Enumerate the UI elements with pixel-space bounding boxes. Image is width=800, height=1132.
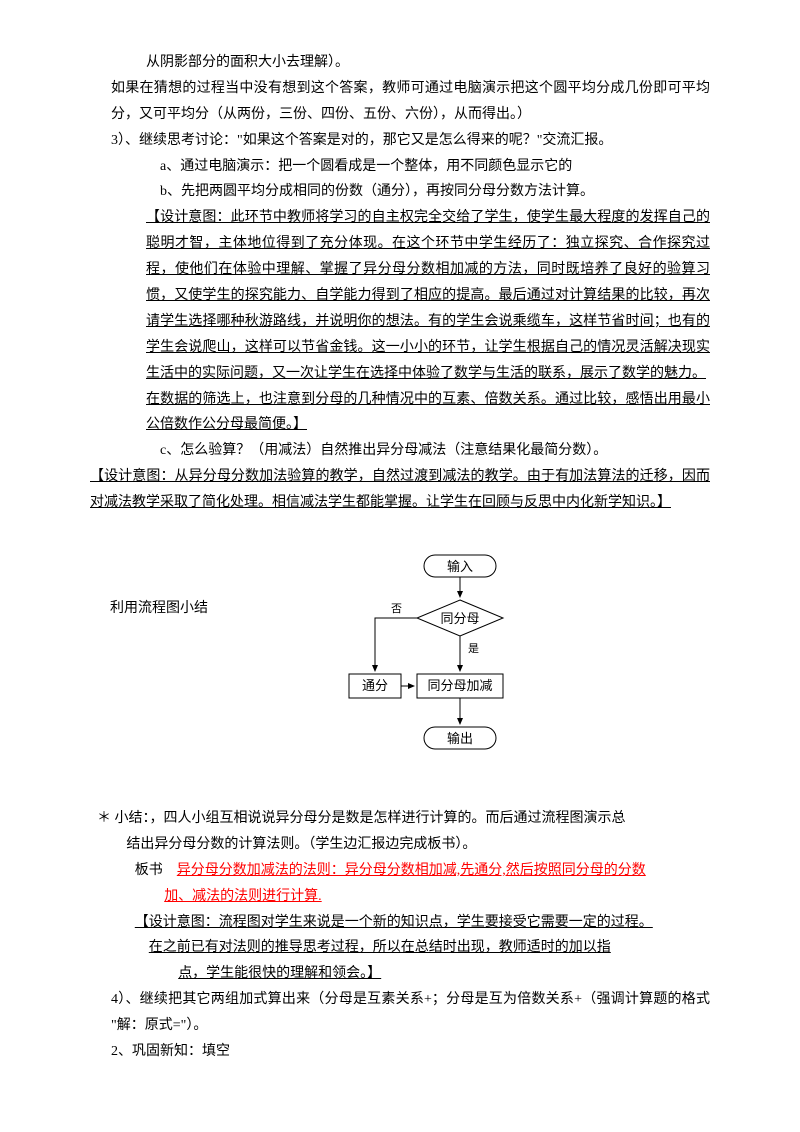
svg-text:通分: 通分 [362,678,388,693]
summary-line-b: 结出异分母分数的计算法则。（学生边汇报边完成板书）。 [90,832,710,858]
svg-text:输出: 输出 [447,731,473,746]
node-input: 输入 [424,555,496,577]
line-consolidate: 2、巩固新知：填空 [90,1039,710,1065]
summary-line-a: ＊ 小结：，四人小组互相说说异分母分是数是怎样进行计算的。而后通过流程图演示总 [90,806,710,832]
design-intent-2: 【设计意图：从异分母分数加法验算的教学，自然过渡到减法的教学。由于有加法算法的迁… [90,464,710,516]
svg-text:同分母加减: 同分母加减 [427,678,492,693]
design-intent-3a: 【设计意图：流程图对学生来说是一个新的知识点，学生要接受它需要一定的过程。 [90,910,710,936]
flowchart-title: 利用流程图小结 [110,596,208,622]
svg-text:输入: 输入 [447,559,473,574]
line-a: a、通过电脑演示：把一个圆看成是一个整体，用不同颜色显示它的 [90,154,710,180]
node-output: 输出 [424,727,496,749]
flowchart-svg: 输入 同分母 是 否 通分 同分母加减 [305,546,605,776]
banshu-label: 板书 [135,863,163,878]
design-intent-1b: 在数据的筛选上，也注意到分母的几种情况中的互素、倍数关系。通过比较，感悟出用最小… [90,387,710,439]
flowchart-section: 利用流程图小结 输入 同分母 是 [90,546,710,796]
banshu-text-1: 异分母分数加减法的法则：异分母分数相加减,先通分,然后按照同分母的分数 [177,863,646,878]
line-shadow: 从阴影部分的面积大小去理解）。 [90,50,710,76]
page-container: 从阴影部分的面积大小去理解）。 如果在猜想的过程当中没有想到这个答案，教师可通过… [0,0,800,1132]
design-intent-1: 【设计意图：此环节中教师将学习的自主权完全交给了学生，使学生最大程度的发挥自己的… [90,205,710,386]
label-no: 否 [391,603,402,615]
node-jiajian: 同分母加减 [417,674,503,698]
banshu-row: 板书 异分母分数加减法的法则：异分母分数相加减,先通分,然后按照同分母的分数 [90,858,710,884]
node-decision: 同分母 [417,600,503,636]
line-step4: 4）、继续把其它两组加式算出来（分母是互素关系+；分母是互为倍数关系+（强调计算… [90,987,710,1039]
svg-text:同分母: 同分母 [440,611,479,626]
line-b: b、先把两圆平均分成相同的份数（通分），再按同分母分数方法计算。 [90,179,710,205]
edge-decision-tongfen [375,618,417,671]
design-intent-3c: 点，学生能很快的理解和领会。】 [90,961,710,987]
line-guess: 如果在猜想的过程当中没有想到这个答案，教师可通过电脑演示把这个圆平均分成几份即可… [90,76,710,128]
design-intent-3b: 在之前已有对法则的推导思考过程，所以在总结时出现，教师适时的加以指 [90,935,710,961]
label-yes: 是 [468,642,479,655]
node-tongfen: 通分 [349,674,401,698]
line-c: c、怎么验算？（用减法）自然推出异分母减法（注意结果化最简分数）。 [90,438,710,464]
banshu-row-2: 加、减法的法则进行计算. [90,884,710,910]
banshu-text-2: 加、减法的法则进行计算. [164,889,322,904]
line-step3: 3）、继续思考讨论："如果这个答案是对的，那它又是怎么得来的呢？"交流汇报。 [90,128,710,154]
